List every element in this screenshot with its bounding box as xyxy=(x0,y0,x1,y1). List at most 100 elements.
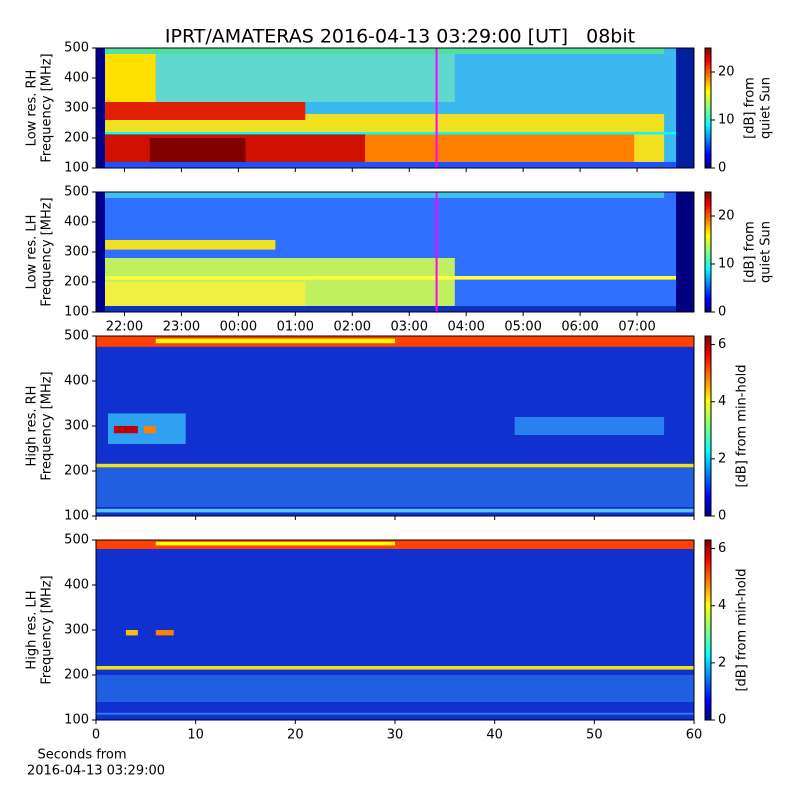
colorbar xyxy=(704,47,712,169)
colorbar-label: quiet Sun xyxy=(759,77,774,139)
x-tick-label: 04:00 xyxy=(447,320,484,335)
colorbar-label: [dB] from min-hold xyxy=(735,364,750,487)
spectrogram-texture xyxy=(96,666,694,670)
spectrogram-texture xyxy=(113,426,138,434)
colorbar-tick-label: 6 xyxy=(718,541,726,556)
x-axis-label: Seconds from xyxy=(37,748,126,763)
spectrogram-texture xyxy=(96,467,694,507)
colorbar xyxy=(704,335,712,517)
spectrogram-texture xyxy=(104,48,665,54)
colorbar-tick-label: 20 xyxy=(718,65,735,80)
chart-title: IPRT/AMATERAS 2016-04-13 03:29:00 [UT] 0… xyxy=(165,26,635,48)
spectrogram-texture xyxy=(676,48,694,168)
colorbar-tick-label: 2 xyxy=(718,655,726,670)
y-axis-label: Frequency [MHz] xyxy=(40,575,55,684)
y-tick-label: 100 xyxy=(64,305,89,320)
x-tick-label: 20 xyxy=(287,728,304,743)
x-tick-label: 00:00 xyxy=(220,320,257,335)
spectrogram-texture xyxy=(155,54,455,102)
y-tick-label: 400 xyxy=(64,578,89,593)
y-tick-label: 100 xyxy=(64,509,89,524)
y-tick-label: 200 xyxy=(64,668,89,683)
x-tick-label: 01:00 xyxy=(277,320,314,335)
spectrogram-texture xyxy=(514,417,665,435)
y-axis-label: Frequency [MHz] xyxy=(40,53,55,162)
spectrogram-texture xyxy=(104,102,306,120)
colorbar-tick-label: 4 xyxy=(718,598,726,613)
x-tick-label: 23:00 xyxy=(163,320,200,335)
spectrogram-texture xyxy=(96,162,694,168)
y-tick-label: 400 xyxy=(64,374,89,389)
colorbar xyxy=(704,191,712,313)
spectrogram-texture xyxy=(104,192,665,198)
x-tick-label: 0 xyxy=(92,728,100,743)
x-tick-label: 22:00 xyxy=(106,320,143,335)
colorbar-label: quiet Sun xyxy=(759,221,774,283)
x-tick-label: 50 xyxy=(586,728,603,743)
y-tick-label: 500 xyxy=(64,329,89,344)
spectrogram-texture xyxy=(96,675,694,702)
y-axis-label: Low res. RH xyxy=(25,70,40,147)
y-axis-label: Frequency [MHz] xyxy=(40,197,55,306)
x-tick-label: 06:00 xyxy=(561,320,598,335)
spectrogram-texture xyxy=(96,463,694,468)
spectrogram-texture xyxy=(96,192,105,312)
spectrogram-texture xyxy=(104,132,677,135)
colorbar-tick-label: 4 xyxy=(718,394,726,409)
colorbar-tick-label: 0 xyxy=(718,509,726,524)
y-tick-label: 400 xyxy=(64,215,89,230)
colorbar-tick-label: 0 xyxy=(718,713,726,728)
y-tick-label: 200 xyxy=(64,464,89,479)
y-tick-label: 300 xyxy=(64,245,89,260)
y-axis-label: Low res. LH xyxy=(25,215,40,290)
y-axis-label: High res. RH xyxy=(25,386,40,467)
x-tick-label: 40 xyxy=(486,728,503,743)
spectrogram-texture xyxy=(104,282,306,306)
x-tick-label: 05:00 xyxy=(504,320,541,335)
y-axis-label: Frequency [MHz] xyxy=(40,371,55,480)
spectrogram-texture xyxy=(155,630,174,636)
spectrogram-texture xyxy=(155,338,395,344)
spectrogram-texture xyxy=(96,48,105,168)
y-tick-label: 100 xyxy=(64,713,89,728)
y-tick-label: 500 xyxy=(64,185,89,200)
spectrogram-texture xyxy=(143,426,156,434)
y-tick-label: 500 xyxy=(64,533,89,548)
colorbar-tick-label: 20 xyxy=(718,209,735,224)
colorbar-tick-label: 10 xyxy=(718,257,735,272)
x-tick-label: 10 xyxy=(187,728,204,743)
colorbar-label: [dB] from min-hold xyxy=(735,568,750,691)
y-axis-label: High res. LH xyxy=(25,590,40,669)
x-tick-label: 30 xyxy=(387,728,404,743)
x-tick-label: 03:00 xyxy=(391,320,428,335)
y-tick-label: 400 xyxy=(64,71,89,86)
y-tick-label: 300 xyxy=(64,101,89,116)
colorbar-tick-label: 0 xyxy=(718,305,726,320)
colorbar-tick-label: 0 xyxy=(718,161,726,176)
x-tick-label: 02:00 xyxy=(334,320,371,335)
colorbar-tick-label: 2 xyxy=(718,451,726,466)
y-tick-label: 300 xyxy=(64,419,89,434)
x-tick-label: 07:00 xyxy=(618,320,655,335)
colorbar xyxy=(704,539,712,721)
colorbar-tick-label: 6 xyxy=(718,337,726,352)
spectrogram-texture xyxy=(125,630,138,636)
spectrogram-texture xyxy=(155,541,395,546)
colorbar-label: [dB] from xyxy=(743,77,758,139)
spectrogram-texture xyxy=(676,192,694,312)
spectrogram-texture xyxy=(96,712,694,715)
spectrogram-texture xyxy=(104,240,276,250)
spectrogram-texture xyxy=(149,138,246,162)
y-tick-label: 100 xyxy=(64,161,89,176)
colorbar-tick-label: 10 xyxy=(718,113,735,128)
spectrogram-texture xyxy=(96,306,694,312)
x-axis-label: 2016-04-13 03:29:00 xyxy=(27,764,165,779)
y-tick-label: 200 xyxy=(64,131,89,146)
spectrogram-texture xyxy=(96,508,694,513)
y-tick-label: 200 xyxy=(64,275,89,290)
x-tick-label: 60 xyxy=(686,728,703,743)
spectrogram-texture xyxy=(104,276,677,280)
y-tick-label: 300 xyxy=(64,623,89,638)
y-tick-label: 500 xyxy=(64,41,89,56)
